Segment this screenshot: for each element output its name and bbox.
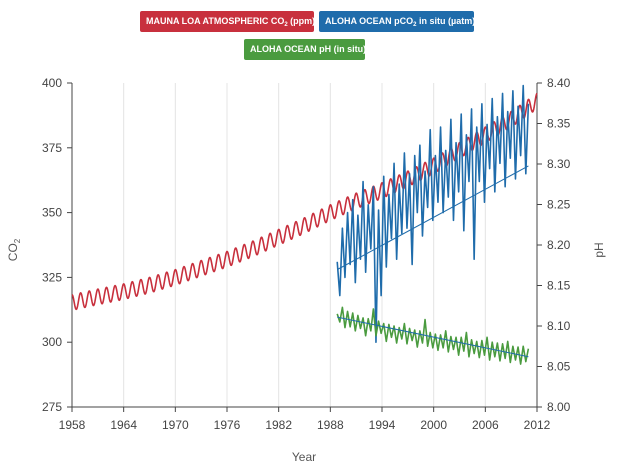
trend-line-0 (336, 165, 529, 271)
legend-ph-label: ALOHA OCEAN pH (in situ) (250, 44, 367, 54)
y-axis-left-label-main: CO (6, 243, 20, 261)
y-right-tick-label: 8.30 (547, 157, 571, 171)
trend-line-1 (337, 316, 529, 358)
x-tick-label: 1976 (214, 418, 241, 432)
x-axis-label: Year (292, 450, 316, 464)
legend-pco2-unit: in situ (µatm) (416, 16, 476, 26)
legend-co2-sub: 2 (284, 22, 288, 28)
legend-pco2: ALOHA OCEAN pCO2 in situ (µatm) (319, 11, 476, 32)
y-left-tick-label: 275 (42, 400, 62, 414)
y-left-tick-label: 350 (42, 206, 62, 220)
y-right-tick-label: 8.15 (547, 279, 571, 293)
y-right-tick-label: 8.10 (547, 319, 571, 333)
x-tick-label: 1982 (265, 418, 292, 432)
x-tick-label: 2012 (524, 418, 551, 432)
legend-co2: MAUNA LOA ATMOSPHERIC CO2 (ppm) (140, 11, 316, 32)
y-left-tick-label: 400 (42, 76, 62, 90)
trend-layer (336, 165, 529, 358)
y-axis-left-label: CO2 (6, 238, 22, 261)
series-layer (71, 84, 538, 365)
y-right-tick-label: 8.05 (547, 360, 571, 374)
axes (71, 83, 538, 408)
x-tick-label: 1970 (162, 418, 189, 432)
x-tick-label: 1964 (110, 418, 137, 432)
x-tick-label: 2000 (420, 418, 447, 432)
y-axis-left-label-sub: 2 (13, 238, 22, 243)
x-tick-label: 1988 (317, 418, 344, 432)
series-line-1 (336, 84, 530, 344)
y-axis-right-label: pH (592, 242, 606, 257)
y-right-tick-label: 8.20 (547, 238, 571, 252)
y-right-tick-label: 8.25 (547, 198, 571, 212)
ticks: 1958 1964 1970 1976 1982 1988 1994 2000 2006 2012… (42, 76, 571, 432)
y-right-tick-label: 8.40 (547, 76, 571, 90)
x-tick-label: 1958 (59, 418, 86, 432)
x-tick-label: 2006 (472, 418, 499, 432)
legend-ph: ALOHA OCEAN pH (in situ) (244, 39, 367, 60)
series-line-0 (71, 92, 538, 311)
x-tick-label: 1994 (369, 418, 396, 432)
y-left-tick-label: 300 (42, 335, 62, 349)
grid (123, 83, 486, 407)
legend-pco2-sub: 2 (413, 22, 417, 28)
y-left-tick-label: 375 (42, 141, 62, 155)
y-right-tick-label: 8.00 (547, 400, 571, 414)
y-left-tick-label: 325 (42, 270, 62, 284)
legend-co2-unit: (ppm) (287, 16, 316, 26)
series-line-2 (336, 306, 530, 365)
legend-co2-label: MAUNA LOA ATMOSPHERIC CO (146, 16, 285, 26)
legend-pco2-label: ALOHA OCEAN pCO (325, 16, 414, 26)
y-right-tick-label: 8.35 (547, 117, 571, 131)
